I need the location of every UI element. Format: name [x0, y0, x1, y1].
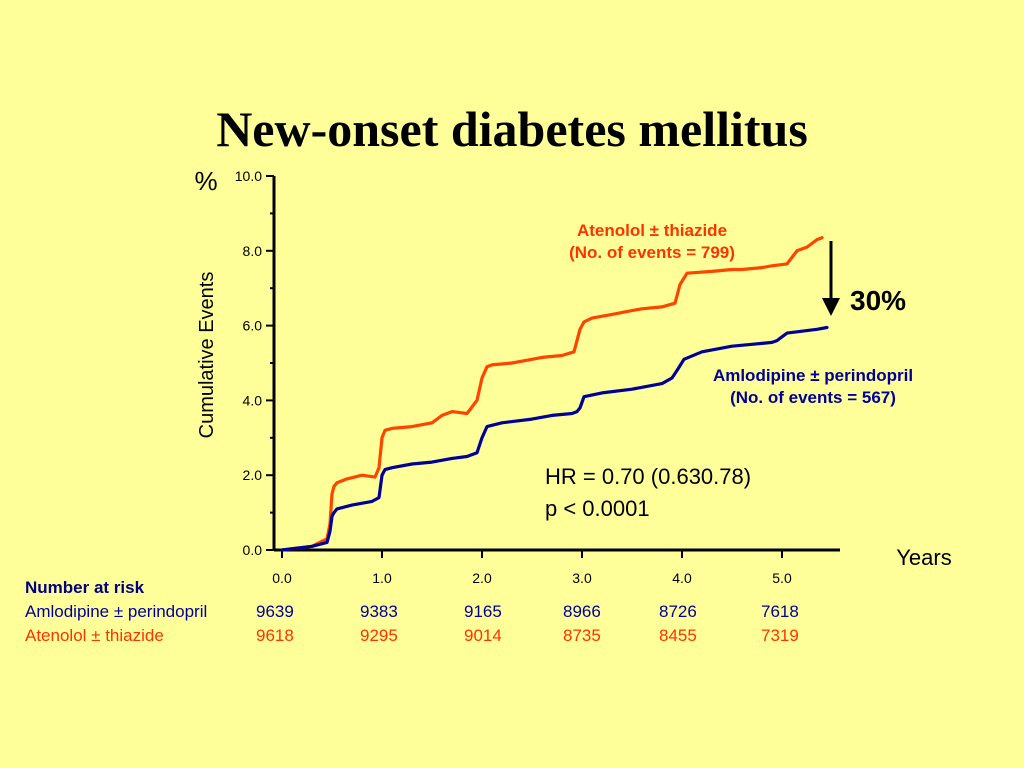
x-axis-label: Years: [896, 545, 951, 570]
risk-cell: 9639: [256, 602, 294, 621]
hr-label: HR = 0.70 (0.630.78): [545, 464, 751, 489]
risk-cell: 7319: [761, 626, 799, 645]
y-tick-label: 2.0: [243, 467, 263, 483]
x-tick-label: 0.0: [272, 570, 292, 586]
risk-row-label-amlodipine: Amlodipine ± perindopril: [25, 602, 208, 621]
risk-cell: 8455: [659, 626, 697, 645]
x-tick-label: 5.0: [772, 570, 792, 586]
risk-cell: 8735: [563, 626, 601, 645]
y-axis-unit: %: [194, 166, 217, 196]
risk-cell: 9618: [256, 626, 294, 645]
y-tick-label: 0.0: [243, 542, 263, 558]
risk-cell: 8966: [563, 602, 601, 621]
risk-cell: 9165: [464, 602, 502, 621]
risk-cell: 8726: [659, 602, 697, 621]
y-tick-label: 4.0: [243, 392, 263, 408]
x-tick-label: 1.0: [372, 570, 392, 586]
chart-axes: [272, 176, 840, 552]
chart-ticks: 0.0 2.0 4.0 6.0 8.0 10.0 0.0 1.0 2.0 3.0 4.0 5.0: [235, 168, 792, 586]
amlodipine-label-line2: (No. of events = 567): [730, 388, 896, 407]
amlodipine-label-line1: Amlodipine ± perindopril: [713, 366, 913, 385]
risk-table-heading: Number at risk: [25, 578, 145, 597]
atenolol-series-line: [280, 236, 824, 552]
p-value-label: p < 0.0001: [545, 496, 650, 521]
atenolol-label-line2: (No. of events = 799): [569, 243, 735, 262]
x-tick-label: 4.0: [672, 570, 692, 586]
reduction-label: 30%: [850, 285, 906, 316]
risk-row-label-atenolol: Atenolol ± thiazide: [25, 626, 164, 645]
page-title: New-onset diabetes mellitus: [216, 101, 808, 157]
chart-series: [280, 236, 829, 552]
amlodipine-series-line: [280, 325, 829, 552]
y-tick-label: 8.0: [243, 243, 263, 259]
risk-cell: 9383: [360, 602, 398, 621]
risk-cell: 9014: [464, 626, 502, 645]
atenolol-label-line1: Atenolol ± thiazide: [577, 221, 727, 240]
down-arrow-icon: [822, 241, 840, 316]
y-tick-label: 10.0: [235, 168, 262, 184]
x-tick-label: 3.0: [572, 570, 592, 586]
risk-cell: 9295: [360, 626, 398, 645]
risk-cell: 7618: [761, 602, 799, 621]
y-axis-label: Cumulative Events: [196, 272, 218, 439]
x-tick-label: 2.0: [472, 570, 492, 586]
y-tick-label: 6.0: [243, 318, 263, 334]
